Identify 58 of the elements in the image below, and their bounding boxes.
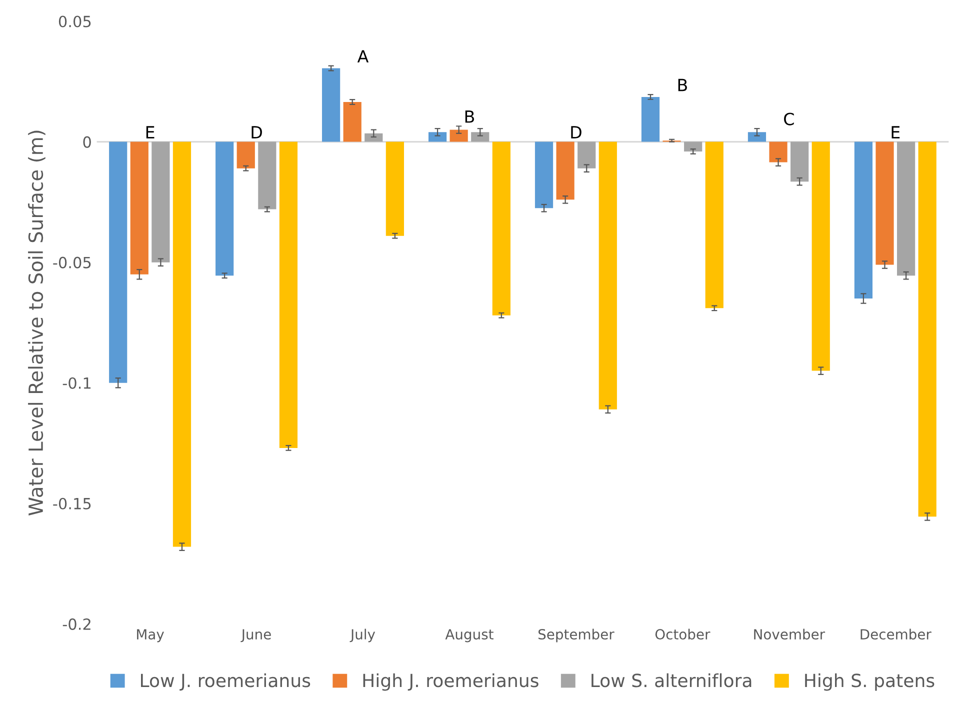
x-tick-label: August bbox=[445, 629, 494, 642]
bar bbox=[876, 142, 894, 265]
annotation: C bbox=[784, 112, 794, 126]
y-tick-label: 0.05 bbox=[58, 16, 91, 28]
bar bbox=[896, 142, 916, 276]
bar bbox=[705, 142, 724, 308]
x-tick-label: December bbox=[860, 628, 932, 640]
annotation: D bbox=[571, 126, 582, 138]
x-tick-label: September bbox=[538, 628, 614, 642]
annotation: A bbox=[357, 50, 369, 62]
x-tick-label: May bbox=[137, 629, 164, 642]
legend-label: High J. roemerianus bbox=[363, 673, 538, 691]
bar bbox=[236, 142, 255, 168]
bar bbox=[279, 142, 298, 448]
bar bbox=[641, 96, 660, 142]
bar bbox=[556, 142, 574, 200]
y-tick-label: -0.15 bbox=[53, 498, 91, 510]
bar bbox=[428, 132, 447, 142]
x-tick-label: October bbox=[655, 628, 710, 640]
bar bbox=[769, 142, 788, 162]
annotation: B bbox=[465, 110, 474, 123]
annotation: E bbox=[892, 126, 900, 138]
legend-label: High S. patens bbox=[805, 673, 934, 691]
bar bbox=[364, 133, 383, 142]
y-tick-label: 0 bbox=[83, 136, 91, 148]
bar bbox=[216, 142, 234, 276]
annotation: D bbox=[252, 126, 262, 138]
annotation: B bbox=[678, 78, 687, 92]
bar bbox=[854, 142, 873, 298]
bar bbox=[812, 142, 830, 371]
x-tick-label: July bbox=[350, 628, 376, 642]
bar bbox=[578, 142, 596, 168]
bar bbox=[471, 132, 490, 142]
legend-label: Low S. alterniflora bbox=[592, 673, 752, 688]
bar bbox=[109, 142, 128, 383]
bar bbox=[258, 142, 276, 210]
bar bbox=[172, 142, 192, 547]
bar bbox=[386, 142, 404, 236]
bar bbox=[684, 142, 702, 152]
bar bbox=[322, 68, 340, 142]
y-tick-label: -0.1 bbox=[62, 377, 91, 389]
bar bbox=[130, 142, 148, 274]
bar bbox=[343, 102, 362, 142]
annotation: E bbox=[146, 126, 154, 138]
bar bbox=[790, 142, 809, 182]
x-tick-label: June bbox=[240, 629, 271, 642]
bar bbox=[534, 142, 554, 208]
bar bbox=[492, 142, 510, 316]
legend-label: Low J. roemerianus bbox=[141, 673, 310, 691]
bar bbox=[748, 132, 766, 142]
y-tick-label: -0.2 bbox=[62, 618, 90, 630]
bar bbox=[152, 142, 170, 262]
bar bbox=[918, 142, 936, 517]
y-axis-title: Water Level Relative to Soil Surface (m) bbox=[28, 130, 46, 516]
bar bbox=[598, 142, 617, 410]
x-tick-label: November bbox=[754, 628, 826, 640]
bar bbox=[450, 130, 468, 142]
y-tick-label: -0.05 bbox=[53, 256, 91, 268]
